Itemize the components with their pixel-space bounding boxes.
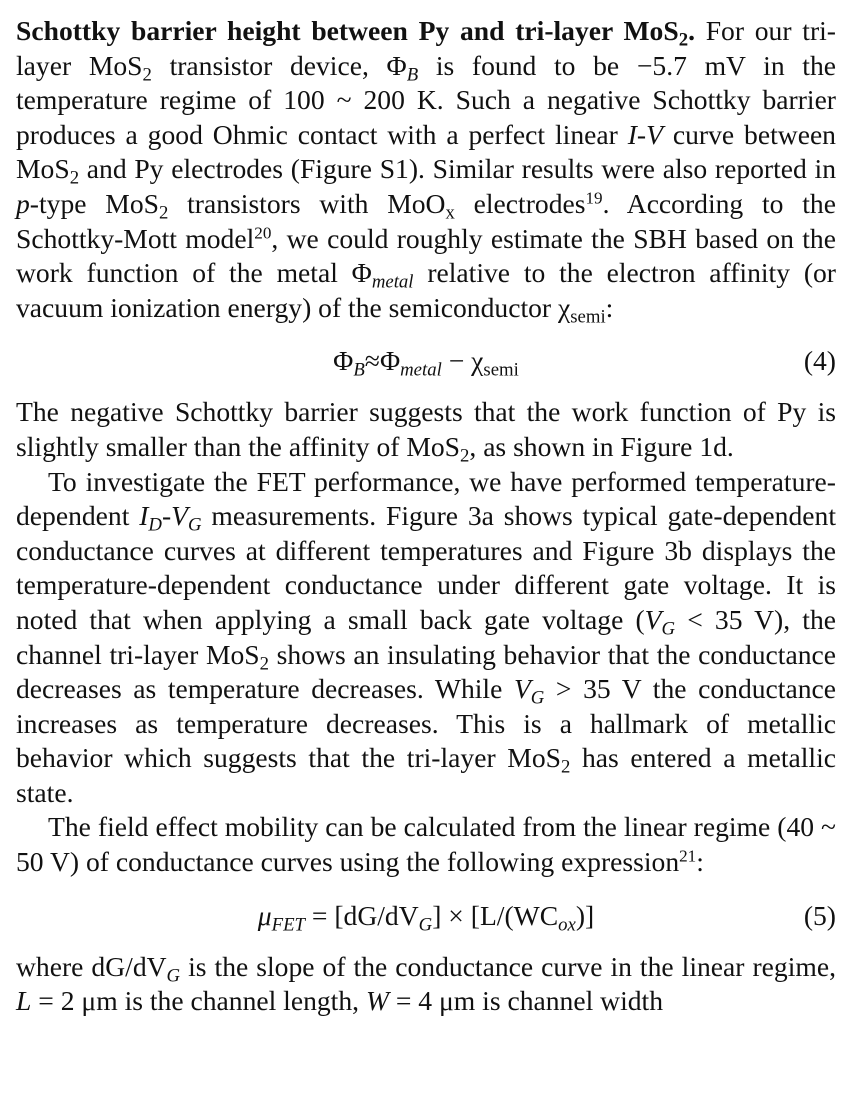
citation-19[interactable]: 19	[585, 188, 603, 208]
paragraph-schottky-intro: Schottky barrier height between Py and t…	[16, 15, 836, 327]
equation-5-number: (5)	[803, 899, 836, 931]
equation-4: ΦB≈Φmetal − χsemi (4)	[16, 333, 836, 389]
paragraph-fet-performance: To investigate the FET performance, we h…	[16, 465, 837, 808]
section-heading: Schottky barrier height between Py and t…	[16, 15, 695, 51]
equation-5-body: μFET = [dG/dVG] × [L/(WCox)]	[257, 899, 595, 935]
equation-4-number: (4)	[803, 345, 836, 377]
paragraph-negative-barrier: The negative Schottky barrier suggests t…	[16, 396, 836, 467]
equation-4-body: ΦB≈Φmetal − χsemi	[333, 345, 519, 381]
citation-21[interactable]: 21	[679, 846, 697, 866]
paragraph-mobility: The field effect mobility can be calcula…	[16, 811, 836, 878]
paragraph-slope-definition: where dG/dVG is the slope of the conduct…	[16, 950, 836, 1017]
equation-5: μFET = [dG/dVG] × [L/(WCox)] (5)	[16, 888, 836, 944]
citation-20[interactable]: 20	[254, 223, 272, 243]
